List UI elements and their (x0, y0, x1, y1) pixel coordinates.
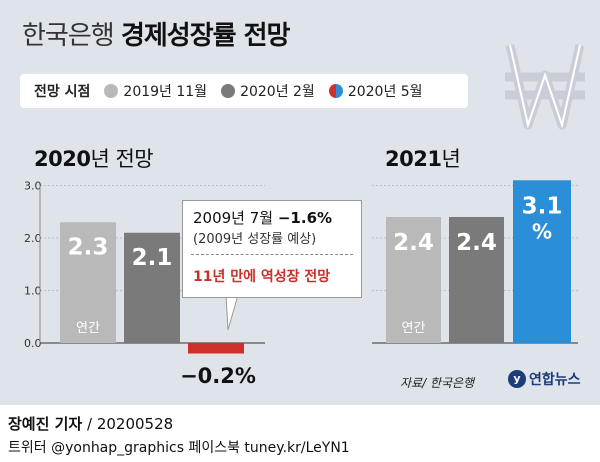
growth-chart: 3.0 2.0 1.0 0.0 2.3 연간 2.1 −0.2% 2.4 연간 2.4 3.1% (24, 180, 578, 388)
author: 장예진 기자 (8, 415, 83, 433)
bar-value-label: 2.1 (132, 245, 173, 271)
legend-heading: 전망 시점 (34, 84, 91, 100)
title-prefix: 한국은행 (22, 21, 115, 51)
y-tick-label: 0.0 (24, 337, 42, 350)
bar-note: 연간 (402, 321, 426, 336)
bar-note: 연간 (76, 321, 100, 336)
bar-value-unit: % (532, 219, 552, 243)
brand-name: 연합뉴스 (529, 372, 581, 388)
legend-item-nov-2019: 2019년 11월 (104, 81, 207, 101)
legend-label: 2020년 2월 (240, 84, 315, 100)
y-tick-label: 2.0 (24, 232, 42, 245)
legend-swatch-red-blue (328, 84, 343, 98)
legend-swatch-light-gray (104, 84, 119, 98)
callout-highlight: 11년 만에 역성장 전망 (193, 269, 331, 285)
date: / 20200528 (82, 415, 174, 433)
panel-title-year: 2021 (385, 147, 442, 171)
source-note: 자료/ 한국은행 (400, 376, 475, 390)
callout-box: 2009년 7월 −1.6% (2009년 성장률 예상) 11년 만에 역성장… (182, 200, 362, 298)
won-currency-icon (505, 44, 585, 130)
bar (386, 217, 441, 343)
legend-swatch-dark-gray (221, 84, 236, 98)
byline: 장예진 기자 / 20200528 (8, 413, 173, 434)
social-links: 트위터 @yonhap_graphics 페이스북 tuney.kr/LeYN1 (8, 440, 350, 456)
bar (188, 343, 244, 354)
bar (124, 232, 180, 343)
bar (513, 180, 571, 343)
y-tick-label: 1.0 (24, 285, 42, 298)
y-tick-label: 3.0 (24, 180, 42, 193)
panel-title-rest: 년 (441, 147, 461, 171)
title-main: 경제성장률 전망 (120, 21, 290, 51)
legend: 전망 시점 2019년 11월 2020년 2월 2020년 5월 (20, 74, 468, 108)
bar-value-label: 2.4 (393, 230, 434, 256)
panel-title-2021: 2021년 (385, 143, 461, 173)
bar-value-label: 2.4 (456, 230, 497, 256)
bar-value-label: 3.1 (522, 193, 563, 219)
panel-title-year: 2020 (34, 147, 91, 171)
bar (449, 217, 504, 343)
callout-date: 2009년 7월 (193, 209, 278, 227)
legend-item-feb-2020: 2020년 2월 (221, 81, 315, 101)
panel-title-rest: 년 전망 (90, 147, 154, 171)
bar-value-label: 2.3 (68, 234, 109, 260)
bar-value-label: −0.2% (180, 364, 256, 388)
callout-pointer (225, 294, 239, 331)
bar (60, 222, 116, 343)
brand-logo: y 연합뉴스 (508, 369, 581, 389)
yonhap-icon: y (508, 370, 526, 388)
panel-title-2020: 2020년 전망 (34, 143, 154, 173)
legend-item-may-2020: 2020년 5월 (328, 81, 423, 101)
legend-label: 2020년 5월 (347, 84, 423, 100)
callout-value: −1.6% (277, 209, 333, 227)
page-title: 한국은행 경제성장률 전망 (22, 15, 290, 52)
callout-line-2: (2009년 성장률 예상) (193, 232, 317, 247)
callout-divider (191, 254, 353, 255)
callout-line-1: 2009년 7월 −1.6% (193, 207, 332, 228)
legend-label: 2019년 11월 (123, 84, 208, 100)
